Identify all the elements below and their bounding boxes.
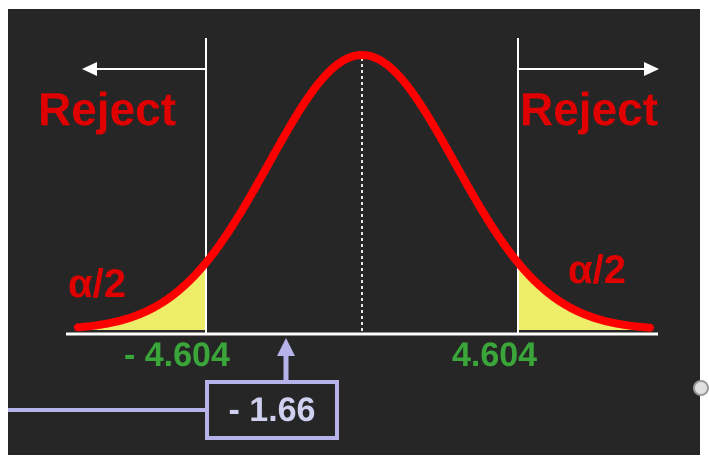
resize-handle[interactable] (693, 380, 709, 396)
bell-curve (74, 51, 654, 332)
left-arrow-icon (82, 62, 206, 76)
statistic-pointer-icon (277, 338, 295, 382)
alpha-right-label: α/2 (568, 248, 626, 292)
critical-value-left: - 4.604 (124, 336, 230, 374)
test-statistic-value: - 1.66 (228, 390, 316, 429)
reject-left-label: Reject (38, 83, 177, 135)
alpha-left-label: α/2 (68, 262, 126, 306)
test-statistic-box: - 1.66 (205, 380, 339, 440)
right-tail-region (518, 262, 650, 330)
reject-right-label: Reject (520, 83, 659, 135)
critical-value-right: 4.604 (452, 336, 538, 374)
left-tail-region (78, 262, 206, 330)
right-arrow-icon (518, 62, 659, 76)
slide-panel (8, 9, 700, 455)
